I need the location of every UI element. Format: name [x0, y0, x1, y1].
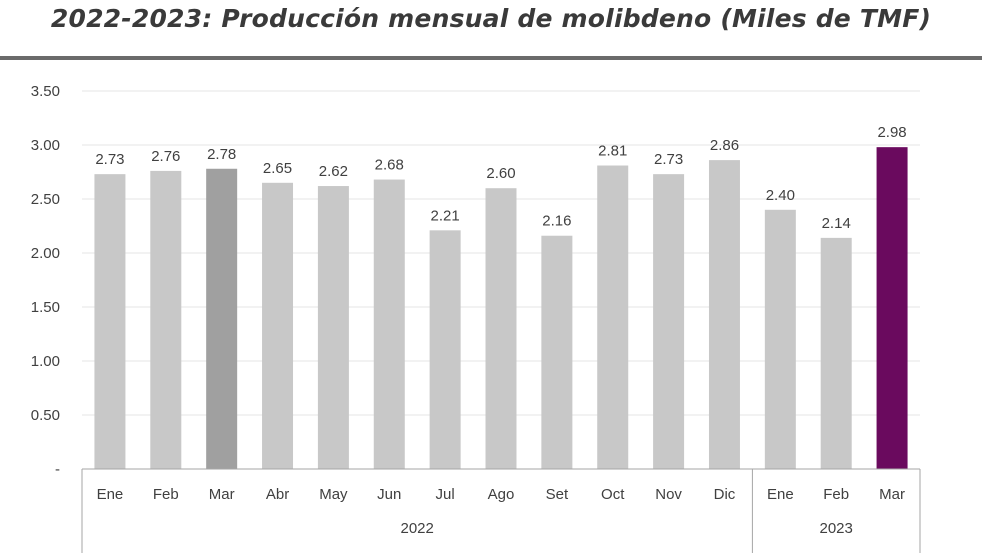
bar: [764, 209, 796, 470]
bar: [876, 147, 908, 469]
bar-chart: - 0.50 1.00 1.50 2.00 2.50 3.00 3.50 2.73 2.76 2.7…: [31, 83, 921, 553]
value-label: 2.65: [263, 160, 292, 177]
value-label: 2.40: [766, 187, 795, 204]
x-tick-label: Dic: [714, 486, 736, 503]
value-label: 2.68: [375, 157, 404, 174]
bar: [820, 237, 852, 469]
x-tick-label: Mar: [879, 486, 905, 503]
y-tick-label: 3.50: [31, 83, 60, 100]
title-divider: [0, 56, 982, 60]
bar: [262, 182, 294, 470]
y-tick-label: 2.50: [31, 191, 60, 208]
value-label: 2.14: [822, 215, 851, 232]
x-tick-label: Jun: [377, 486, 401, 503]
bar: [541, 235, 573, 469]
x-tick-label: Ene: [97, 486, 124, 503]
x-tick-label: Feb: [153, 486, 179, 503]
bar: [653, 174, 685, 469]
value-label: 2.86: [710, 137, 739, 154]
value-label: 2.98: [877, 124, 906, 141]
bar: [373, 179, 405, 469]
x-tick-label: May: [319, 486, 348, 503]
value-label: 2.16: [542, 213, 571, 230]
bar: [485, 188, 517, 469]
y-tick-label: 1.00: [31, 353, 60, 370]
bar: [150, 170, 182, 470]
group-label: 2023: [820, 520, 853, 537]
y-tick-label: 1.50: [31, 299, 60, 316]
bar: [206, 168, 238, 469]
bar: [429, 230, 461, 469]
bar: [94, 174, 126, 469]
x-tick-label: Ago: [488, 486, 515, 503]
value-label: 2.73: [654, 151, 683, 168]
bar: [317, 186, 349, 469]
bar: [597, 165, 629, 469]
value-label: 2.78: [207, 146, 236, 163]
x-tick-label: Set: [546, 486, 569, 503]
y-tick-label: 2.00: [31, 245, 60, 262]
x-tick-label: Mar: [209, 486, 235, 503]
bar: [708, 160, 740, 469]
value-label: 2.21: [431, 207, 460, 224]
value-label: 2.73: [95, 151, 124, 168]
group-label: 2022: [401, 520, 434, 537]
value-label: 2.60: [486, 165, 515, 182]
y-tick-label: 3.00: [31, 137, 60, 154]
y-tick-label: 0.50: [31, 407, 60, 424]
x-tick-label: Ene: [767, 486, 794, 503]
y-tick-label: -: [55, 461, 60, 478]
x-tick-label: Abr: [266, 486, 289, 503]
value-label: 2.62: [319, 163, 348, 180]
x-tick-label: Jul: [436, 486, 455, 503]
x-tick-label: Nov: [655, 486, 682, 503]
value-label: 2.76: [151, 148, 180, 165]
x-tick-label: Feb: [823, 486, 849, 503]
chart-title: 2022-2023: Producción mensual de molibde…: [50, 4, 932, 33]
value-label: 2.81: [598, 143, 627, 160]
x-tick-label: Oct: [601, 486, 625, 503]
